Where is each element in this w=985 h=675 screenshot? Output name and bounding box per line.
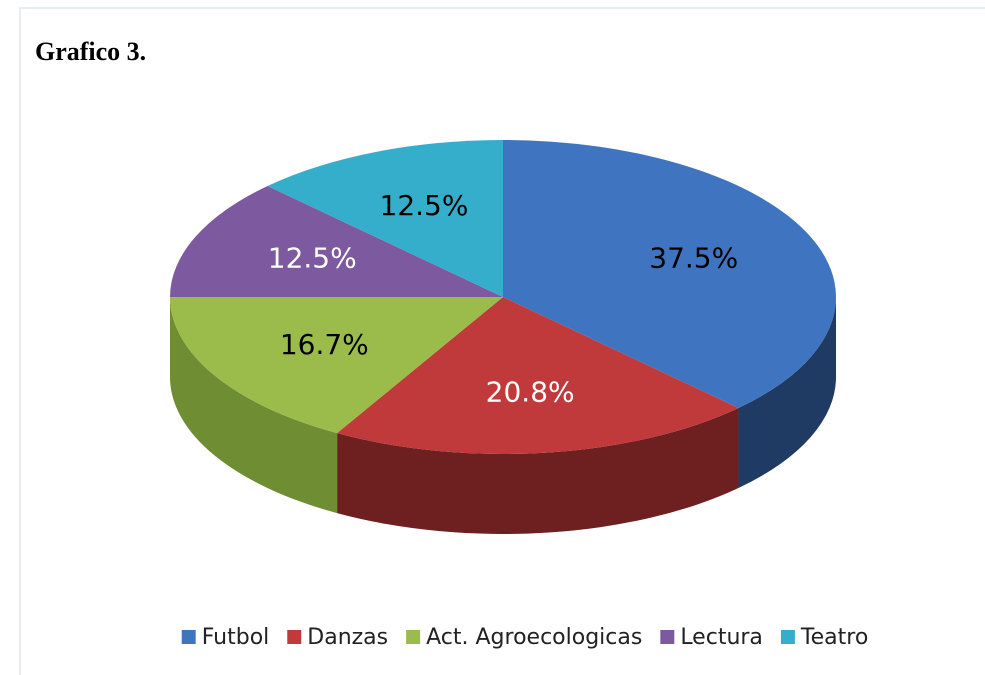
slice-side (337, 408, 739, 534)
legend-swatch (660, 630, 675, 644)
legend-label: Teatro (800, 625, 868, 650)
slice-side (169, 297, 338, 514)
legend-label: Futbol (202, 625, 270, 650)
legend-swatch (406, 630, 421, 644)
legend-label: Lectura (680, 625, 763, 650)
data-label: 20.8% (486, 375, 575, 408)
legend-swatch (181, 630, 196, 644)
slice (267, 140, 503, 297)
chart-title: Grafico 3. (35, 37, 146, 66)
legend-label: Danzas (307, 625, 388, 650)
data-label: 12.5% (380, 189, 469, 222)
data-label: 16.7% (280, 328, 369, 361)
slice (170, 185, 503, 297)
data-label: 37.5% (649, 242, 738, 275)
data-label: 12.5% (268, 242, 357, 275)
slice (337, 297, 739, 455)
legend-label: Act. Agroecologicas (426, 625, 642, 650)
slice (169, 297, 503, 434)
frame (19, 7, 985, 675)
slice (503, 140, 837, 409)
legend-swatch (287, 630, 302, 644)
slice-side (738, 297, 836, 489)
legend-swatch (780, 630, 795, 644)
